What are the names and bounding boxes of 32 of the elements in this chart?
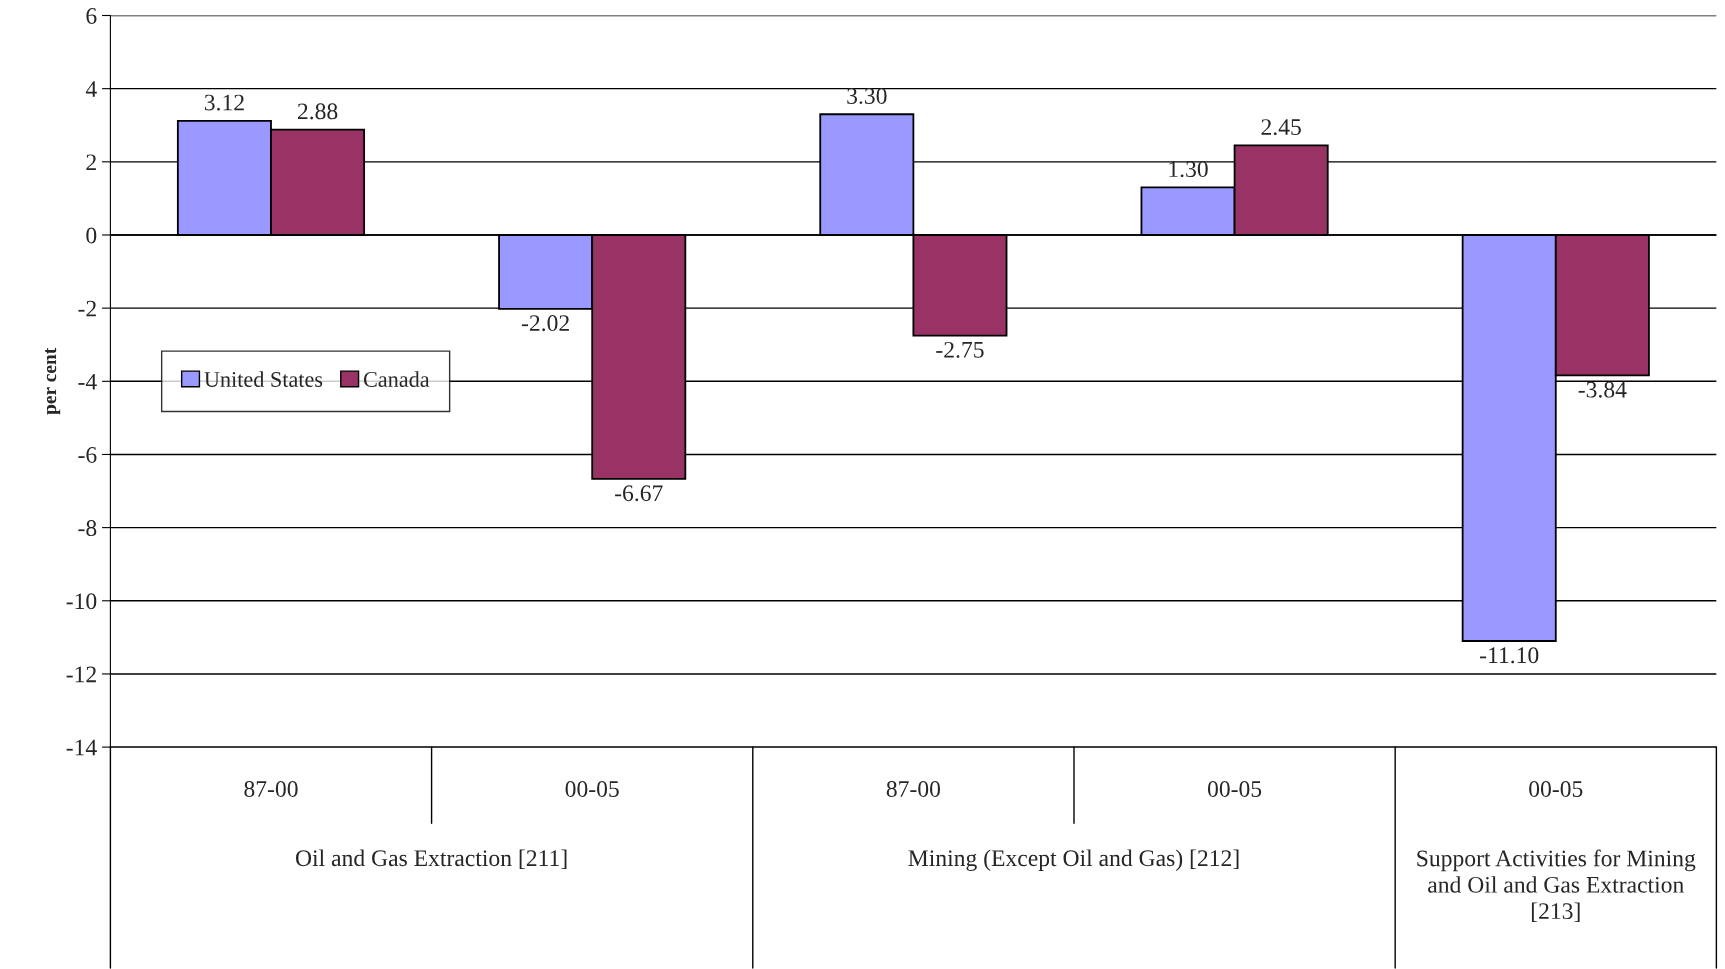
- data-label: 3.12: [204, 94, 244, 111]
- x-tick-label: 00-05: [1529, 780, 1583, 797]
- data-label: 3.30: [847, 87, 887, 105]
- y-tick-label: -2: [78, 300, 96, 317]
- y-axis-title: per cent: [45, 347, 61, 415]
- data-label: -11.10: [1480, 647, 1539, 664]
- data-label: -3.84: [1578, 381, 1627, 398]
- data-label: 1.30: [1169, 161, 1208, 178]
- y-tick-label: -14: [66, 739, 97, 756]
- y-tick-label: 4: [85, 81, 97, 97]
- y-tick-label: 6: [86, 8, 97, 24]
- x-tick-label: 87-00: [244, 780, 298, 797]
- data-label: 2.88: [297, 103, 338, 120]
- x-tick-label: 00-05: [565, 780, 619, 797]
- data-label: -6.67: [615, 485, 663, 502]
- data-label: 2.45: [1261, 119, 1301, 136]
- y-tick-label: -4: [78, 373, 97, 390]
- x-tick-label: 00-05: [1207, 780, 1262, 797]
- data-label: -2.75: [936, 341, 984, 358]
- y-tick-label: -6: [78, 447, 97, 463]
- text: Support Activities for Mining and Oil and Gas Extraction [213]: [1417, 849, 1696, 923]
- y-tick-label: 2: [86, 154, 96, 171]
- legend-label: Canada: [363, 371, 430, 387]
- y-tick-label: 0: [86, 227, 97, 244]
- legend-label: United States: [204, 371, 323, 387]
- text: Mining (Except Oil and Gas) [212]: [908, 849, 1239, 871]
- data-label: -2.02: [521, 315, 569, 332]
- y-tick-label: -8: [78, 520, 97, 537]
- y-tick-label: -12: [66, 666, 96, 683]
- x-tick-label: 87-00: [886, 780, 941, 797]
- text: Oil and Gas Extraction [211]: [295, 849, 567, 870]
- y-tick-label: -10: [66, 593, 97, 610]
